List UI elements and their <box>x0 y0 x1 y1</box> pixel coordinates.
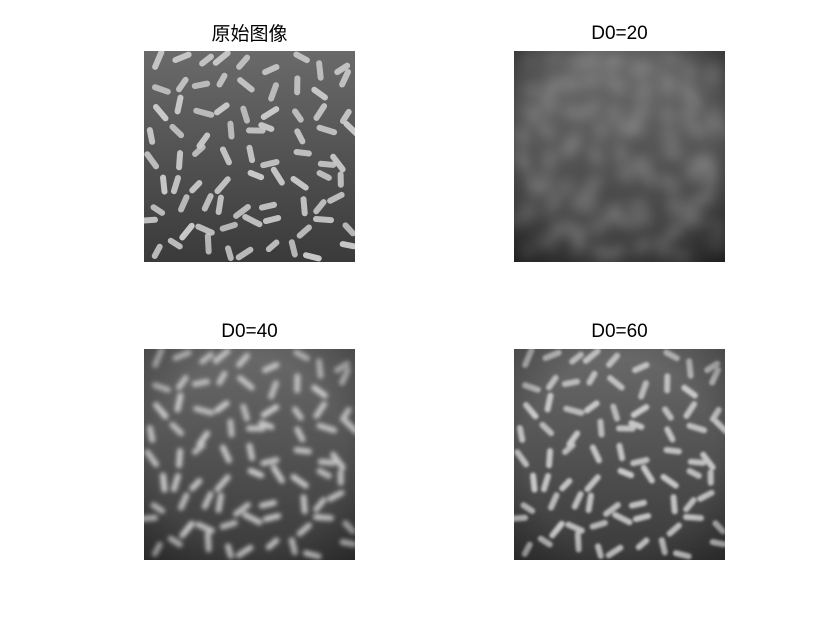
panel-title-d0-20: D0=20 <box>591 23 648 44</box>
rice-grain <box>327 191 345 204</box>
rice-grain <box>260 106 280 120</box>
rice-grain <box>342 222 355 237</box>
rice-grain <box>193 107 215 118</box>
original-rice-image <box>144 51 355 262</box>
rice-grain <box>150 204 166 216</box>
image-vignette <box>514 349 725 560</box>
rice-grain <box>262 64 280 76</box>
rice-grain <box>146 127 156 145</box>
rice-grain <box>179 222 195 241</box>
rice-grain <box>293 148 312 157</box>
image-vignette <box>514 51 725 262</box>
rice-grain <box>290 175 309 191</box>
panel-title-d0-40: D0=40 <box>221 321 278 342</box>
rice-grain <box>201 193 214 212</box>
image-vignette <box>144 349 355 560</box>
lowpass-d0-40-image <box>144 349 355 560</box>
rice-grain <box>237 77 255 93</box>
rice-grain <box>292 108 304 123</box>
rice-grain <box>242 213 263 228</box>
rice-grain <box>316 60 324 81</box>
rice-grain <box>313 103 328 121</box>
rice-grain <box>214 102 230 116</box>
rice-grain <box>288 239 298 258</box>
rice-grain <box>246 127 266 134</box>
rice-grain <box>214 176 231 195</box>
panel-title-original: 原始图像 <box>211 23 288 45</box>
rice-grain <box>225 245 234 262</box>
rice-grain <box>258 122 275 132</box>
rice-grain <box>270 166 285 186</box>
rice-grain <box>152 104 169 122</box>
rice-grain <box>302 252 322 262</box>
rice-grain <box>219 221 238 232</box>
rice-grain <box>339 68 352 88</box>
rice-grain <box>316 170 332 181</box>
rice-grain <box>204 233 212 255</box>
rice-grain <box>196 132 211 150</box>
rice-grain <box>334 62 351 76</box>
rice-grain <box>219 146 232 166</box>
rice-grain <box>235 246 254 261</box>
lowpass-d0-20-image <box>514 51 725 262</box>
rice-grain <box>178 194 190 213</box>
rice-grain <box>258 201 278 211</box>
rice-grain <box>189 180 203 194</box>
rice-grain <box>144 151 160 170</box>
rice-grain <box>240 105 250 124</box>
rice-grain <box>296 224 312 239</box>
rice-grain <box>191 80 211 90</box>
rice-grain <box>293 51 310 64</box>
rice-grain <box>268 82 279 102</box>
panel-title-d0-60: D0=60 <box>591 321 648 342</box>
rice-grain <box>152 84 171 95</box>
rice-grain <box>169 123 185 139</box>
rice-grain <box>339 108 352 125</box>
rice-grain <box>343 120 355 137</box>
rice-grain <box>265 239 280 253</box>
rice-grain <box>199 53 214 67</box>
rice-grain <box>294 75 301 96</box>
rice-grain <box>262 214 282 225</box>
rice-grain <box>176 150 184 171</box>
rice-grain <box>317 160 337 168</box>
rice-grain <box>174 94 184 115</box>
rice-grain <box>247 169 265 181</box>
lowpass-d0-60-image <box>514 349 725 560</box>
rice-grain <box>330 153 346 173</box>
rice-grain <box>339 241 355 250</box>
rice-grain <box>227 120 235 140</box>
rice-grain <box>144 216 158 224</box>
rice-grain <box>160 174 168 195</box>
rice-grain <box>294 128 306 145</box>
rice-grain <box>311 86 328 101</box>
rice-grain <box>300 196 308 217</box>
rice-grain <box>233 203 251 219</box>
rice-grain <box>260 159 280 169</box>
rice-grain <box>313 216 335 224</box>
rice-grain <box>152 51 165 70</box>
rice-grain <box>192 144 206 157</box>
rice-grain <box>167 237 183 250</box>
rice-grain <box>246 144 256 164</box>
rice-grain <box>175 76 189 93</box>
rice-grain <box>172 51 192 64</box>
rice-grain <box>215 194 224 216</box>
rice-grain <box>236 54 251 70</box>
rice-grain <box>212 51 231 66</box>
rice-grain <box>337 171 344 188</box>
rice-grain <box>195 223 215 236</box>
rice-grain <box>316 124 338 136</box>
rice-grain <box>313 199 327 215</box>
rice-grain <box>151 243 163 260</box>
rice-grains <box>144 51 355 262</box>
rice-grain <box>170 175 182 195</box>
rice-grain <box>216 72 228 88</box>
